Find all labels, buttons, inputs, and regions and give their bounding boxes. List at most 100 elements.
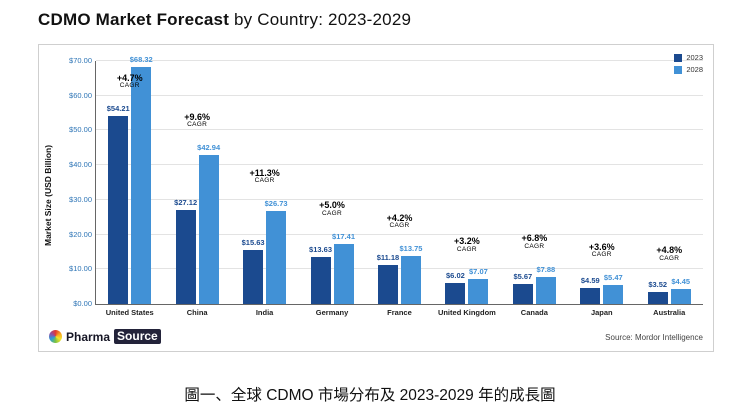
cagr-annotation: +4.2% CAGR: [369, 213, 429, 230]
x-axis-label: France: [387, 308, 412, 317]
x-axis-label: Australia: [653, 308, 686, 317]
bar-2023: [377, 265, 398, 304]
y-tick-label: $10.00: [69, 264, 92, 274]
bar-2023: [445, 283, 466, 304]
value-label-2023: $54.21: [106, 103, 130, 113]
bar-group: $11.18 $13.75 +4.2% CAGR France: [369, 61, 429, 317]
cagr-caption: CAGR: [591, 251, 612, 259]
bar-group: $3.52 $4.45 +4.8% CAGR Australia: [639, 61, 699, 317]
bar-2023: [512, 284, 533, 304]
chart-title-rest: by Country: 2023-2029: [229, 10, 412, 29]
x-axis-label: China: [186, 308, 208, 317]
logo-text-source: Source: [114, 329, 161, 344]
value-label-2028: $5.47: [603, 273, 623, 283]
cagr-caption: CAGR: [119, 82, 140, 90]
gridline: [96, 164, 703, 166]
x-axis-label: India: [255, 308, 274, 317]
legend-swatch-2028: [674, 65, 683, 74]
y-tick-label: $50.00: [69, 125, 92, 135]
cagr-annotation: +3.2% CAGR: [437, 236, 497, 253]
cagr-annotation: +5.0% CAGR: [302, 200, 362, 217]
x-axis-label: Canada: [520, 308, 548, 317]
bar-2023: [580, 288, 601, 304]
legend-label-2028: 2028: [686, 65, 703, 74]
value-label-2023: $13.63: [309, 244, 332, 254]
cagr-percent: +9.6%: [184, 111, 211, 122]
value-label-2023: $4.59: [580, 276, 600, 286]
cagr-caption: CAGR: [456, 245, 477, 253]
bar-group: $15.63 $26.73 +11.3% CAGR India: [235, 61, 295, 317]
cagr-percent: +11.3%: [249, 167, 280, 178]
bar-2023: [310, 256, 331, 304]
cagr-percent: +4.7%: [116, 72, 143, 83]
y-tick-label: $0.00: [73, 299, 92, 308]
value-label-2028: $4.45: [671, 276, 691, 286]
cagr-annotation: +4.8% CAGR: [639, 245, 699, 262]
bar-group: $27.12 $42.94 +9.6% CAGR China: [167, 61, 227, 317]
bar-2028: [603, 285, 624, 304]
y-tick-label: $60.00: [69, 90, 92, 100]
cagr-annotation: +11.3% CAGR: [235, 167, 295, 185]
cagr-percent: +4.2%: [386, 213, 413, 224]
bar-2028: [535, 276, 556, 304]
logo-text-pharma: Pharma: [66, 329, 111, 344]
value-label-2028: $7.88: [536, 264, 556, 274]
plot-area: $0.00 $10.00 $20.00 $30.00 $40.00 $50.00 $60.0…: [69, 55, 703, 317]
x-axis-label: Japan: [590, 308, 613, 317]
value-label-2028: $26.73: [264, 199, 288, 209]
value-label-2023: $6.02: [446, 271, 465, 281]
bar-group: $13.63 $17.41 +5.0% CAGR Germany: [302, 61, 362, 317]
chart-title: CDMO Market Forecast by Country: 2023-20…: [38, 10, 411, 30]
cagr-percent: +5.0%: [319, 200, 345, 211]
value-label-2023: $27.12: [174, 197, 198, 207]
cagr-caption: CAGR: [322, 209, 343, 217]
gridline: [96, 94, 703, 96]
value-label-2028: $13.75: [399, 244, 423, 254]
y-axis-label: Market Size (USD Billion): [43, 144, 53, 246]
bar-2028: [468, 279, 489, 304]
bar-2023: [243, 249, 264, 304]
x-axis-label: Germany: [315, 308, 349, 317]
cagr-percent: +6.8%: [521, 233, 548, 244]
source-attribution: Source: Mordor Intelligence: [605, 333, 703, 342]
legend-item-2028: 2028: [674, 65, 703, 74]
y-tick-label: $30.00: [69, 194, 92, 204]
cagr-caption: CAGR: [254, 177, 275, 185]
cagr-percent: +3.2%: [454, 236, 480, 247]
y-tick-label: $70.00: [69, 56, 92, 65]
bar-2028: [333, 243, 354, 304]
gridline: [96, 129, 703, 131]
cagr-caption: CAGR: [389, 222, 410, 230]
cagr-percent: +4.8%: [656, 245, 683, 256]
bar-2028: [400, 256, 421, 304]
value-label-2028: $17.41: [332, 231, 355, 241]
bar-2023: [647, 291, 668, 304]
cagr-caption: CAGR: [187, 121, 208, 129]
cagr-annotation: +6.8% CAGR: [504, 233, 564, 250]
legend-swatch-2023: [674, 53, 683, 62]
value-label-2023: $15.63: [241, 237, 265, 247]
value-label-2023: $5.67: [513, 272, 533, 282]
cagr-caption: CAGR: [659, 254, 680, 262]
bar-group: $4.59 $5.47 +3.6% CAGR Japan: [572, 61, 632, 317]
gridline: [96, 60, 703, 61]
value-label-2023: $11.18: [376, 253, 400, 263]
bar-2023: [175, 209, 196, 304]
cagr-annotation: +4.7% CAGR: [100, 72, 160, 90]
legend-item-2023: 2023: [674, 53, 703, 62]
value-label-2028: $68.32: [129, 54, 153, 64]
gridline: [96, 268, 703, 270]
cagr-caption: CAGR: [524, 242, 545, 250]
value-label-2028: $42.94: [197, 142, 221, 152]
value-label-2023: $3.52: [648, 279, 668, 289]
pharmasource-logo: Pharma Source: [49, 329, 161, 344]
gridline: [96, 233, 703, 235]
y-tick-label: $40.00: [69, 160, 92, 170]
cagr-percent: +3.6%: [588, 241, 615, 252]
x-axis-label: United States: [105, 308, 154, 317]
bar-groups: $54.21 $68.32 +4.7% CAGR United States $27.12…: [96, 55, 703, 317]
gridline: [96, 198, 703, 200]
y-tick-label: $20.00: [69, 229, 92, 239]
chart-title-bold: CDMO Market Forecast: [38, 10, 230, 29]
